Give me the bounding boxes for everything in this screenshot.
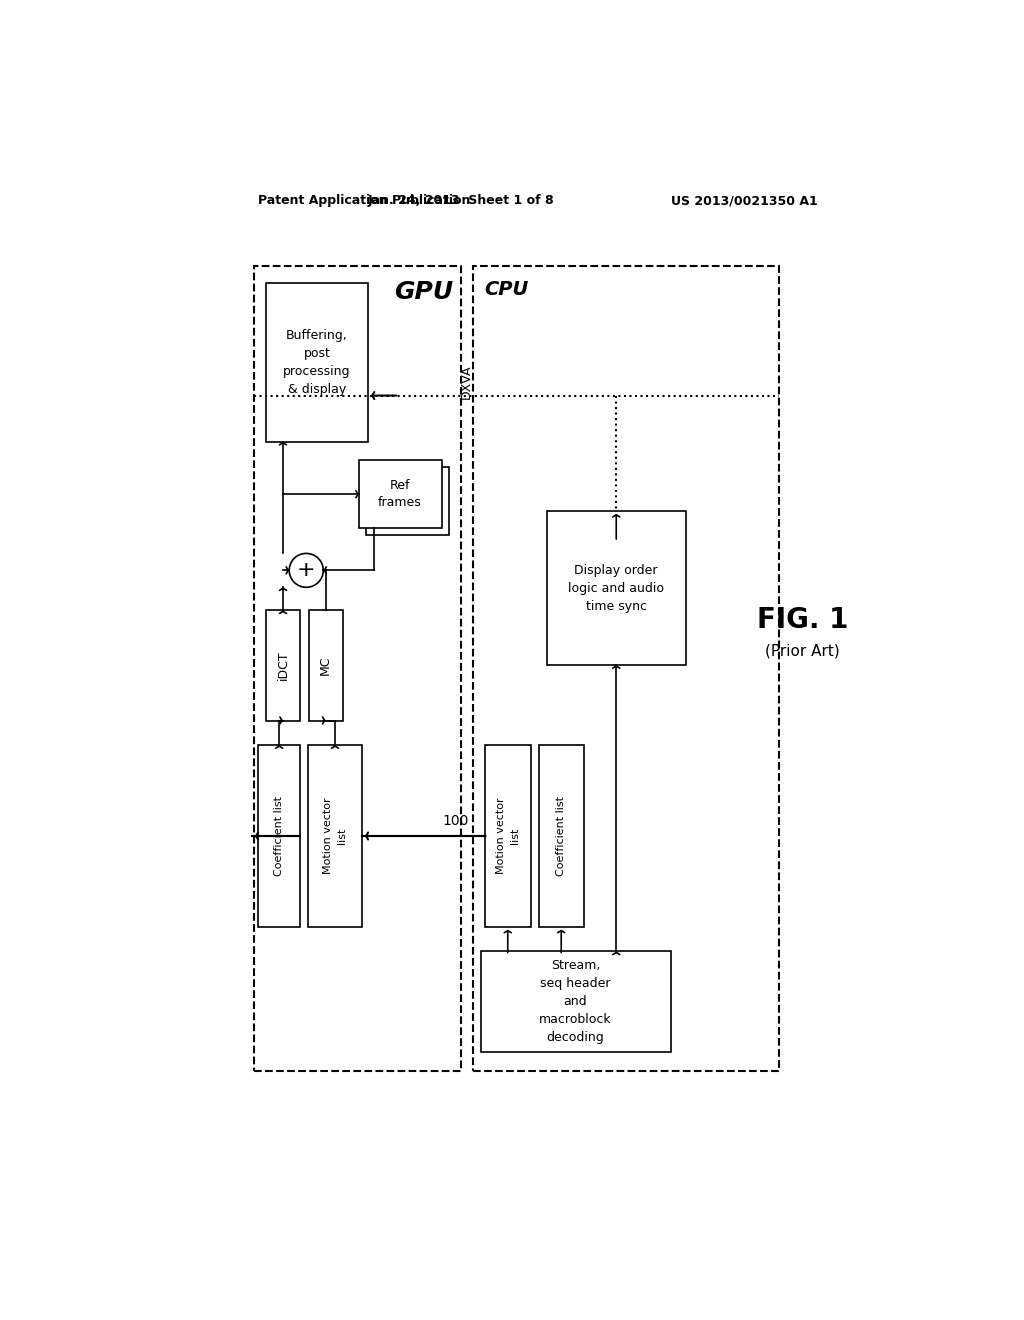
Text: +: + <box>297 561 315 581</box>
Text: US 2013/0021350 A1: US 2013/0021350 A1 <box>671 194 818 207</box>
Bar <box>266 284 369 442</box>
Text: GPU: GPU <box>394 280 454 304</box>
Bar <box>266 610 300 721</box>
Text: 100: 100 <box>442 814 469 829</box>
Text: DXVA: DXVA <box>460 364 473 399</box>
Text: iDCT: iDCT <box>276 651 290 680</box>
Text: Display order
logic and audio
time sync: Display order logic and audio time sync <box>568 564 665 612</box>
Bar <box>484 744 531 927</box>
Text: Jan. 24, 2013  Sheet 1 of 8: Jan. 24, 2013 Sheet 1 of 8 <box>368 194 555 207</box>
Text: CPU: CPU <box>484 280 528 300</box>
Bar <box>359 461 442 528</box>
Bar <box>539 744 584 927</box>
Bar <box>254 267 461 1071</box>
Bar <box>308 610 343 721</box>
Text: Coefficient list: Coefficient list <box>556 796 566 876</box>
Text: Motion vector
list: Motion vector list <box>496 797 520 874</box>
Text: Coefficient list: Coefficient list <box>274 796 284 876</box>
Text: Patent Application Publication: Patent Application Publication <box>258 194 471 207</box>
Text: FIG. 1: FIG. 1 <box>757 606 848 635</box>
Bar <box>366 467 449 535</box>
Text: (Prior Art): (Prior Art) <box>765 644 840 659</box>
Bar <box>258 744 300 927</box>
Text: MC: MC <box>319 656 332 676</box>
Text: Motion vector
list: Motion vector list <box>323 797 347 874</box>
Text: Ref
frames: Ref frames <box>378 479 422 510</box>
Bar <box>480 952 671 1052</box>
Text: Buffering,
post
processing
& display: Buffering, post processing & display <box>284 329 351 396</box>
Bar <box>473 267 779 1071</box>
Bar <box>308 744 362 927</box>
Text: Stream,
seq header
and
macroblock
decoding: Stream, seq header and macroblock decodi… <box>540 960 612 1044</box>
Bar <box>547 511 686 665</box>
Circle shape <box>289 553 324 587</box>
